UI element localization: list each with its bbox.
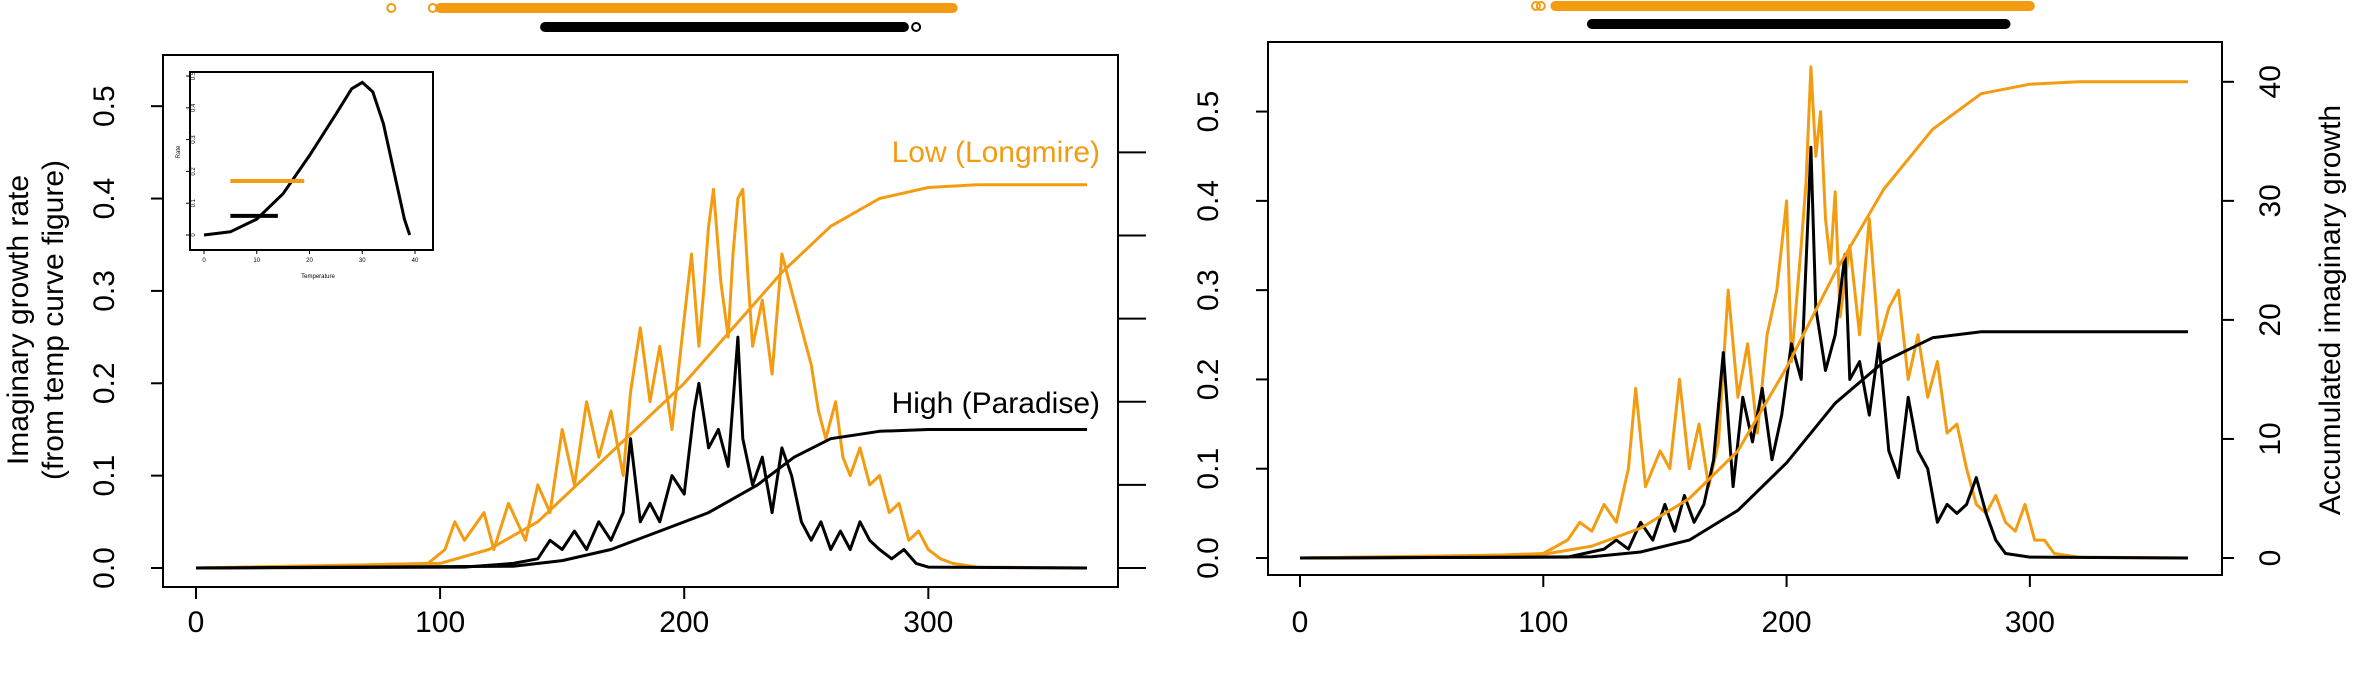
right-secondary-y-axis-label: Accumulated imaginary growth <box>2314 105 2347 515</box>
right-x-axis: 0 100 200 300 <box>1292 575 2055 639</box>
right-secondary-tick-label: 10 <box>2254 422 2287 455</box>
left-x-tick-label: 0 <box>188 606 205 639</box>
right-top-range-bars <box>1530 1 2035 29</box>
left-y-tick-label: 0.4 <box>88 178 121 220</box>
black-open-point <box>911 22 922 32</box>
inset-y-tick-label: 0.5 <box>191 71 197 80</box>
left-right-axis-ticks <box>1117 70 1146 569</box>
series-line-high-accumulated <box>1299 330 2188 560</box>
series-line-high-rate <box>1299 145 2189 560</box>
right-y-tick-label: 0.2 <box>1192 359 1225 401</box>
inset-y-tick-label: 0.1 <box>191 198 197 207</box>
left-y-tick-label: 0.1 <box>88 455 121 497</box>
right-x-tick-label: 200 <box>1762 606 1812 639</box>
inset-temperature-curve <box>203 80 412 237</box>
right-secondary-tick-label: 0 <box>2254 550 2287 567</box>
right-secondary-tick-label: 40 <box>2254 65 2287 98</box>
inset-x-axis-label: Temperature <box>301 274 335 280</box>
series-line-low-rate <box>195 187 1088 570</box>
inset-y-tick-label: 0.2 <box>191 167 197 176</box>
series-line-high-accumulated <box>195 428 1087 570</box>
inset-x-tick-label: 30 <box>359 258 366 264</box>
left-top-range-bars <box>386 3 958 32</box>
left-y-axis-label-line2: (from temp curve figure) <box>37 160 70 480</box>
inset-x-tick-label: 40 <box>412 258 419 264</box>
inset-axes: 0 10 20 30 40 0 0.1 0.2 0.3 0.4 0.5 <box>186 71 419 264</box>
left-x-tick-label: 200 <box>659 606 709 639</box>
right-secondary-y-axis: 0 10 20 30 40 <box>2222 65 2287 566</box>
right-y-tick-label: 0.4 <box>1192 180 1225 222</box>
inset-y-tick-label: 0 <box>191 233 197 237</box>
left-y-axis-label-line1: Imaginary growth rate <box>2 175 35 465</box>
left-x-tick-label: 100 <box>415 606 465 639</box>
left-y-tick-label: 0.5 <box>88 85 121 127</box>
inset-y-axis-label: Rate <box>176 145 182 158</box>
right-y-axis: 0.0 0.1 0.2 0.3 0.4 0.5 <box>1192 91 1268 579</box>
legend-label-high: High (Paradise) <box>892 387 1100 420</box>
orange-open-point <box>386 3 397 13</box>
right-y-tick-label: 0.0 <box>1192 537 1225 579</box>
left-chart-panel: 0 100 200 300 0.00.10.20.30.40.5 Imaginary … <box>2 3 1146 639</box>
inset-y-tick-label: 0.4 <box>191 103 197 112</box>
inset-x-tick-label: 10 <box>253 258 260 264</box>
series-line-low-accumulated <box>1299 80 2188 560</box>
black-open-point <box>1635 19 1646 29</box>
left-y-tick-label: 0.0 <box>88 547 121 589</box>
orange-open-point <box>1535 1 1546 11</box>
inset-y-tick-label: 0.3 <box>191 135 197 144</box>
inset-chart: 0 10 20 30 40 0 0.1 0.2 0.3 0.4 0.5 Temperature Ra… <box>176 71 434 280</box>
left-y-tick-label: 0.3 <box>88 270 121 312</box>
right-y-tick-label: 0.5 <box>1192 91 1225 133</box>
inset-curve <box>203 80 412 237</box>
left-x-axis: 0 100 200 300 <box>188 587 953 639</box>
left-y-axis: 0.0 0.1 0.2 0.3 0.4 0.5 <box>88 85 163 589</box>
series-line-high-rate <box>195 335 1088 570</box>
left-x-tick-label: 300 <box>903 606 953 639</box>
right-x-tick-label: 100 <box>1518 606 1568 639</box>
right-chart-panel: 0 100 200 300 0.00.10.20.30.40.5 010203040 … <box>1192 1 2347 639</box>
left-y-tick-label: 0.2 <box>88 362 121 404</box>
left-series-lines <box>195 183 1088 570</box>
right-y-tick-label: 0.3 <box>1192 269 1225 311</box>
right-plot-frame <box>1267 41 2223 576</box>
legend-label-low: Low (Longmire) <box>892 136 1100 169</box>
inset-x-tick-label: 20 <box>306 258 313 264</box>
right-x-tick-label: 300 <box>2005 606 2055 639</box>
series-line-low-rate <box>1299 65 2189 560</box>
inset-x-tick-label: 0 <box>202 258 206 264</box>
right-secondary-tick-label: 20 <box>2254 303 2287 336</box>
right-x-tick-label: 0 <box>1292 606 1309 639</box>
right-series-lines <box>1299 65 2189 560</box>
orange-open-point <box>427 3 438 13</box>
orange-open-point <box>1530 1 1541 11</box>
inset-frame <box>189 71 434 251</box>
right-secondary-tick-label: 30 <box>2254 184 2287 217</box>
series-line-low-accumulated <box>195 183 1087 570</box>
right-y-tick-label: 0.1 <box>1192 448 1225 490</box>
